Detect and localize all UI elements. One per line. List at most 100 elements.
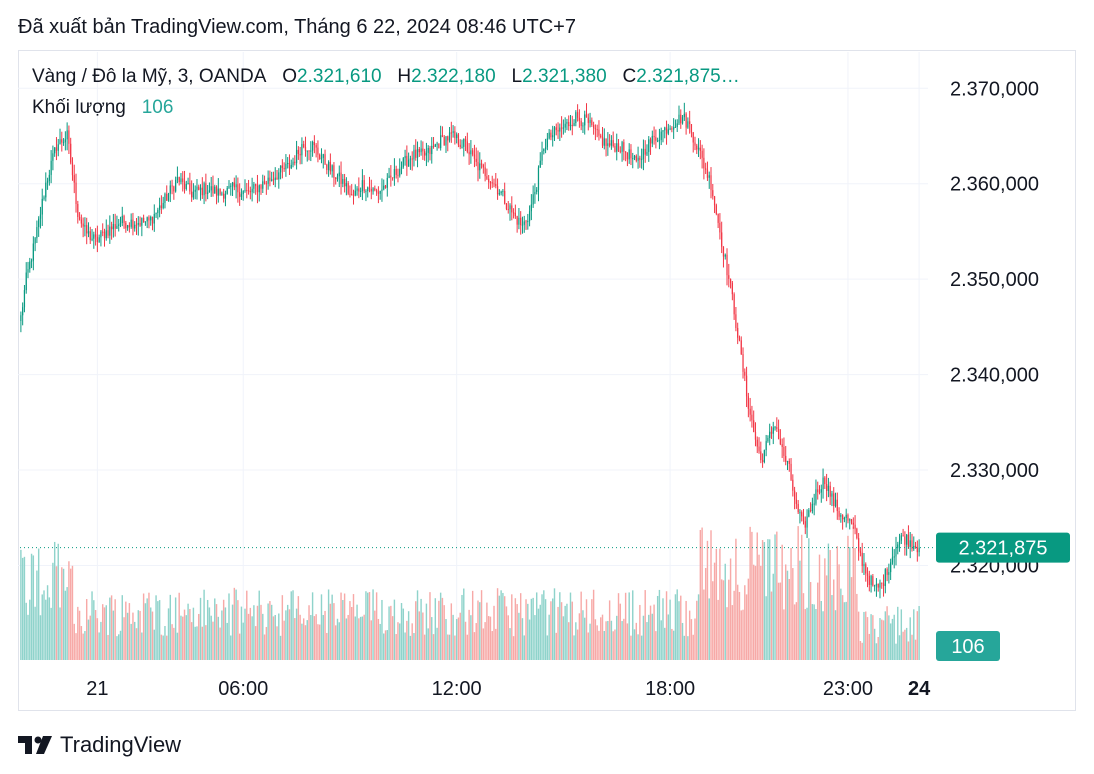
candle-body [891, 557, 894, 563]
candle-body [121, 215, 123, 223]
volume-bar [482, 628, 485, 660]
volume-bar [288, 609, 291, 660]
candle-body [907, 534, 910, 547]
candle-body [530, 204, 532, 212]
volume-bar [918, 606, 920, 660]
candle-body [132, 219, 134, 229]
volume-bar [422, 612, 424, 660]
candle-body [237, 184, 239, 193]
volume-bar [886, 606, 888, 660]
volume-bar [46, 585, 49, 660]
candle-body [336, 176, 339, 180]
volume-bar [66, 587, 68, 660]
volume-bar [790, 547, 792, 660]
candle-body [144, 221, 147, 223]
candle-body [498, 193, 500, 195]
volume-bar [866, 617, 869, 660]
candle-body [299, 153, 301, 156]
volume-bar [98, 632, 100, 660]
volume-bar [649, 605, 652, 660]
volume-bar [719, 548, 721, 660]
volume-bar [870, 614, 872, 660]
volume-bar [126, 612, 129, 660]
candle-body [384, 185, 387, 188]
volume-bar [29, 599, 31, 660]
candle-body [304, 147, 307, 151]
volume-bar [247, 613, 250, 660]
candle-body [628, 149, 630, 160]
ohlc-legend: Vàng / Đô la Mỹ, 3, OANDA O2.321,610 H2.… [32, 66, 740, 88]
volume-bar [914, 639, 917, 660]
volume-label[interactable]: Khối lượng [32, 97, 126, 118]
volume-bar [121, 595, 123, 660]
candle-body [86, 225, 88, 234]
volume-bar [201, 626, 204, 660]
candle-body [180, 178, 182, 183]
volume-bar [374, 610, 376, 660]
candle-body [43, 197, 45, 199]
candle-body [443, 136, 445, 146]
candle-body [55, 147, 58, 151]
candle-body [141, 217, 143, 226]
candle-body [123, 215, 125, 223]
candle-body [671, 128, 673, 130]
volume-bar [297, 596, 300, 660]
tradingview-brand[interactable]: TradingView [18, 732, 181, 758]
candle-body [699, 147, 701, 151]
candle-body [187, 183, 189, 185]
volume-bar [642, 615, 645, 660]
low-label: L [511, 66, 523, 87]
candle-body [537, 167, 540, 190]
volume-bar [317, 624, 319, 660]
brand-name: TradingView [60, 732, 182, 757]
volume-bar [450, 603, 453, 660]
volume-bar [704, 567, 707, 660]
candle-body [488, 178, 490, 183]
volume-bar [601, 614, 604, 660]
candle-body [566, 121, 568, 124]
volume-bar [96, 618, 99, 660]
symbol-label[interactable]: Vàng / Đô la Mỹ, 3, OANDA [32, 66, 267, 87]
volume-bar [212, 621, 214, 660]
candle-body [447, 136, 449, 141]
volume-bar [761, 540, 764, 660]
volume-bar [146, 598, 148, 660]
volume-bar [134, 621, 136, 660]
volume-bar [363, 614, 365, 660]
volume-bar [868, 633, 871, 660]
volume-bar [502, 592, 504, 660]
candle-body [22, 307, 24, 316]
candle-body [107, 230, 109, 236]
candle-body [71, 162, 74, 176]
volume-bar [101, 604, 104, 660]
candle-body [217, 188, 219, 196]
volume-bar [818, 554, 821, 660]
candle-body [479, 163, 481, 171]
volume-bar [825, 575, 828, 660]
candle-body [400, 167, 403, 169]
candle-body [589, 120, 591, 123]
candle-body [278, 172, 280, 180]
volume-bar [308, 605, 310, 660]
volume-bar [174, 597, 177, 660]
volume-bar [736, 584, 739, 660]
volume-bar [833, 579, 835, 660]
volume-bar [726, 607, 728, 660]
candle-body [276, 177, 278, 180]
volume-bar [160, 634, 163, 660]
candle-body [601, 136, 604, 146]
volume-bar [89, 615, 91, 660]
volume-bar [384, 630, 387, 660]
volume-bar [728, 579, 730, 660]
candle-body [744, 371, 746, 376]
volume-bar [655, 631, 657, 660]
candle-body [619, 150, 621, 152]
volume-bar [36, 570, 38, 660]
volume-bar [185, 615, 188, 660]
volume-bar [439, 592, 442, 660]
candle-body [694, 142, 696, 146]
volume-bar [640, 635, 643, 660]
candle-body [641, 158, 643, 160]
volume-bar [285, 610, 287, 660]
